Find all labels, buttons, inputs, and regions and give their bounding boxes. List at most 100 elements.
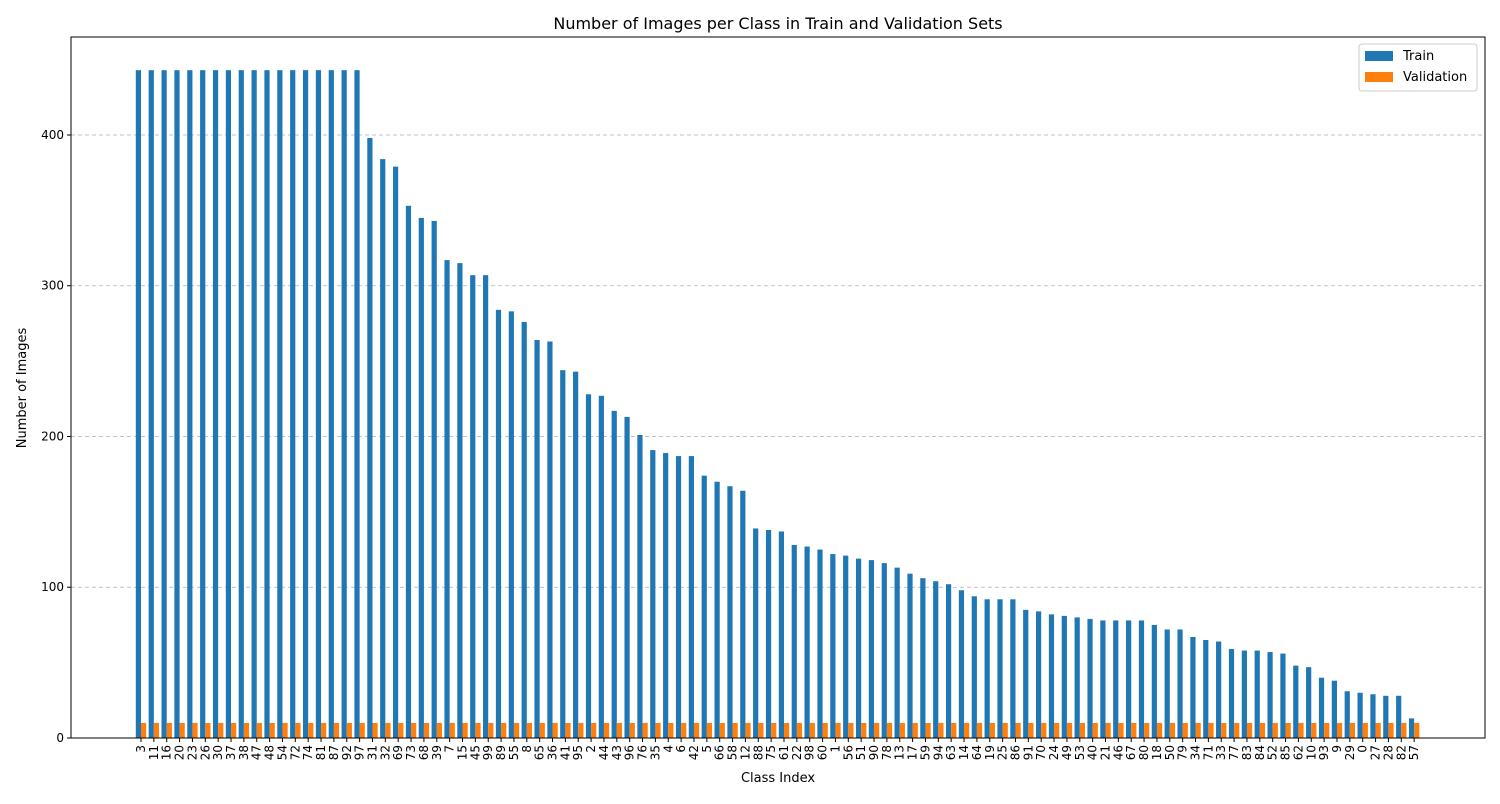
- bar-train: [1344, 691, 1350, 738]
- x-tick-label: 23: [185, 745, 199, 760]
- bar-validation: [552, 722, 558, 738]
- bar-train: [264, 70, 270, 738]
- bar-train: [753, 528, 759, 738]
- x-tick-label: 13: [893, 745, 907, 760]
- bar-train: [1010, 599, 1016, 738]
- x-tick-label: 29: [1343, 745, 1357, 760]
- bar-train: [933, 581, 939, 738]
- bar-train: [971, 596, 977, 738]
- bar-train: [1061, 615, 1067, 738]
- x-tick-label: 65: [533, 745, 547, 760]
- x-tick-label: 3: [134, 745, 148, 753]
- bar-validation: [205, 722, 211, 738]
- gridlines: [71, 134, 1485, 588]
- x-tick-label: 60: [816, 745, 830, 760]
- x-tick-label: 15: [456, 745, 470, 760]
- bar-validation: [1349, 722, 1356, 738]
- x-tick-label: 57: [1407, 745, 1421, 760]
- bar-train: [1318, 677, 1325, 738]
- bar-train: [393, 166, 399, 738]
- x-tick-label: 17: [906, 745, 920, 760]
- bar-validation: [372, 722, 378, 738]
- bars: [135, 70, 1420, 739]
- bar-validation: [1079, 722, 1085, 738]
- x-tick-label: 32: [378, 745, 392, 760]
- bar-validation: [1221, 722, 1227, 738]
- bar-train: [1254, 650, 1260, 738]
- bar-train: [547, 341, 553, 738]
- bar-train: [1036, 611, 1042, 738]
- x-tick-label: 85: [1279, 745, 1293, 760]
- bar-train: [1164, 629, 1170, 738]
- bar-validation: [539, 722, 545, 738]
- bar-train: [483, 275, 489, 738]
- bar-train: [1048, 614, 1055, 738]
- bar-train: [817, 549, 823, 738]
- bar-train: [740, 490, 746, 738]
- bar-train: [405, 205, 412, 738]
- x-tick-label: 8: [520, 745, 534, 753]
- bar-validation: [488, 722, 494, 738]
- bar-train: [1267, 652, 1273, 738]
- bar-validation: [1105, 722, 1111, 738]
- bar-train: [945, 584, 952, 738]
- y-tick-label: 300: [41, 279, 64, 293]
- x-tick-label: 34: [1189, 745, 1203, 760]
- bar-validation: [1414, 722, 1420, 738]
- bar-validation: [1156, 722, 1163, 738]
- x-axis: 3111620232630373847485472748187929731326…: [134, 738, 1421, 760]
- bar-train: [1023, 609, 1029, 738]
- bar-validation: [1028, 722, 1034, 738]
- x-tick-label: 71: [1201, 745, 1215, 760]
- x-tick-label: 24: [1047, 745, 1061, 760]
- bar-train: [1177, 629, 1183, 738]
- x-tick-label: 91: [1021, 745, 1035, 760]
- bar-train: [714, 481, 720, 738]
- bar-train: [701, 475, 707, 738]
- bar-validation: [282, 722, 288, 738]
- bar-train: [804, 546, 810, 738]
- bar-validation: [1118, 722, 1124, 738]
- x-tick-label: 18: [1150, 745, 1164, 760]
- bar-train: [1241, 650, 1247, 738]
- x-tick-label: 59: [918, 745, 932, 760]
- bar-validation: [385, 722, 391, 738]
- bar-validation: [192, 722, 198, 738]
- x-tick-label: 33: [1214, 745, 1228, 760]
- x-tick-label: 45: [468, 745, 482, 760]
- bar-train: [1293, 665, 1299, 738]
- bar-validation: [269, 722, 275, 738]
- bar-validation: [449, 722, 455, 738]
- y-axis: 0 100 200 300 400: [41, 128, 71, 745]
- bar-validation: [861, 722, 867, 738]
- bar-train: [997, 599, 1003, 738]
- x-tick-label: 10: [1304, 745, 1318, 760]
- x-tick-label: 39: [430, 745, 444, 760]
- bar-train: [1228, 649, 1235, 738]
- x-tick-label: 7: [443, 745, 457, 753]
- x-tick-label: 75: [764, 745, 778, 760]
- bar-validation: [256, 722, 262, 738]
- bar-validation: [629, 722, 635, 738]
- y-tick-label: 100: [41, 580, 64, 594]
- bar-train: [508, 311, 514, 738]
- bar-train: [1126, 620, 1132, 738]
- bar-train: [341, 70, 347, 738]
- bar-validation: [231, 722, 237, 738]
- x-tick-label: 0: [1356, 745, 1370, 753]
- bar-train: [174, 70, 180, 738]
- bar-validation: [1144, 722, 1150, 738]
- legend-swatch-validation: [1365, 72, 1393, 82]
- bar-train: [727, 486, 733, 738]
- x-tick-label: 76: [636, 745, 650, 760]
- x-tick-label: 30: [211, 745, 225, 760]
- bar-train: [1216, 641, 1222, 738]
- bar-validation: [462, 722, 468, 738]
- bar-train: [1100, 620, 1106, 738]
- bar-validation: [1246, 722, 1253, 738]
- bar-train: [624, 416, 630, 738]
- bar-train: [148, 70, 154, 738]
- bar-validation: [1208, 722, 1214, 738]
- x-tick-label: 96: [623, 745, 637, 760]
